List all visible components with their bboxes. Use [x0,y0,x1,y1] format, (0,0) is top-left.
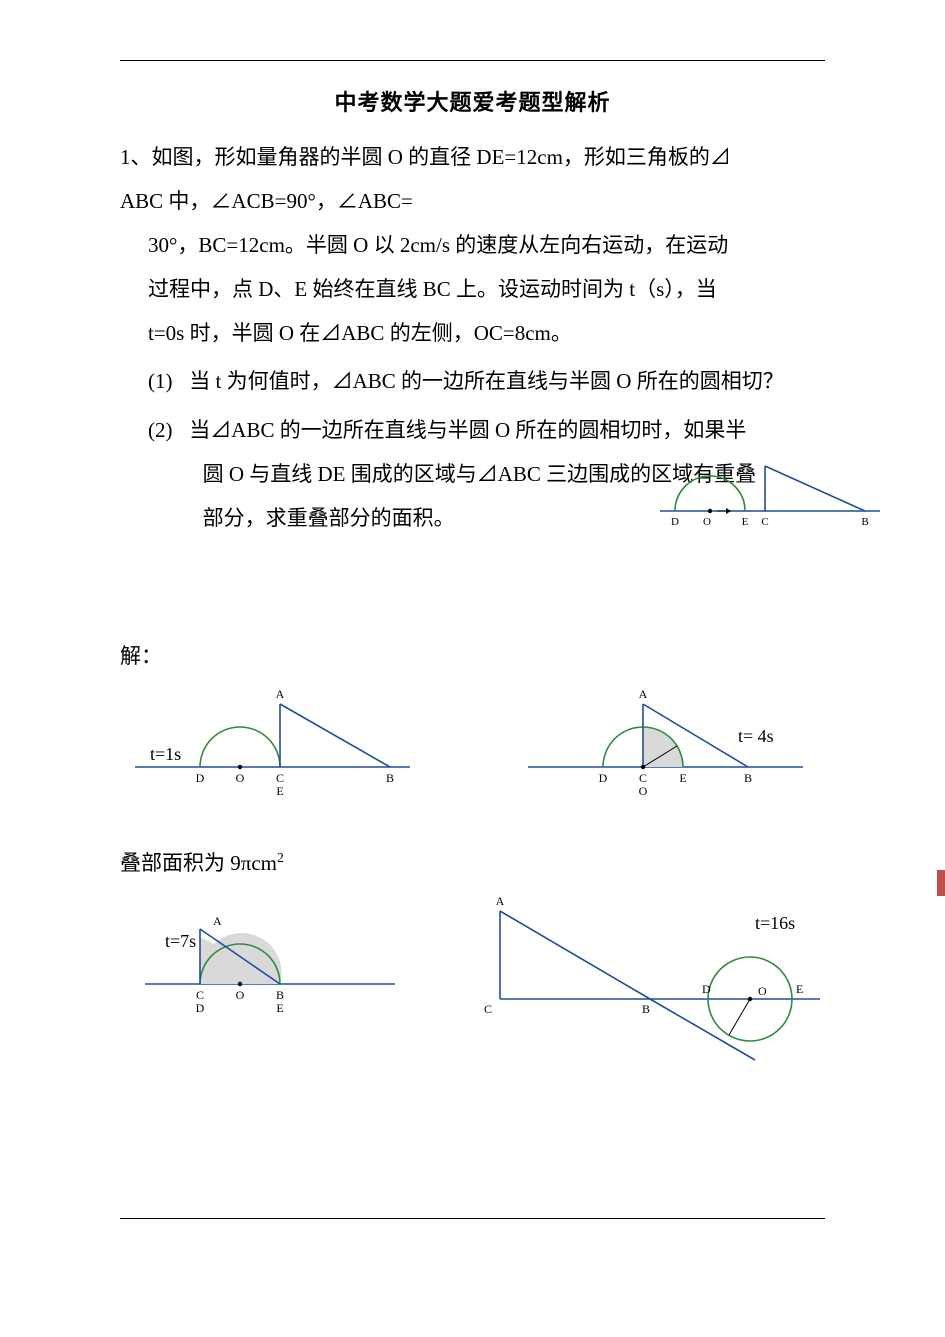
q2-label: (2) [148,418,173,442]
lbl-C: C [196,988,204,1002]
lbl-t4: t= 4s [738,726,774,746]
p-line1: 如图，形如量角器的半圆 O 的直径 DE=12cm，形如三角板的⊿ [152,145,731,169]
problem-text: 1、如图，形如量角器的半圆 O 的直径 DE=12cm，形如三角板的⊿ ABC … [120,135,825,223]
lbl-A: A [496,894,505,908]
lbl-O: O [236,988,245,1002]
figure-t16: t=16s A C B D O E [460,889,840,1064]
lbl-B: B [861,516,868,528]
lbl-O: O [758,984,767,998]
q2-line-a: 当⊿ABC 的一边所在直线与半圆 O 所在的圆相切时，如果半 [189,418,746,442]
bottom-rule [120,1218,825,1219]
lbl-E: E [276,1001,283,1015]
problem-cont: 30°，BC=12cm。半圆 O 以 2cm/s 的速度从左向右运动，在运动 过… [120,223,825,355]
lbl-C: C [761,516,768,528]
p-line3: 30°，BC=12cm。半圆 O 以 2cm/s 的速度从左向右运动，在运动 [148,233,728,257]
lbl-D: D [598,771,607,785]
lbl-t1: t=1s [150,744,181,764]
lbl-C: C [276,771,284,785]
lbl-C: C [484,1002,492,1016]
lbl-C: C [638,771,646,785]
page-title: 中考数学大题爱考题型解析 [120,85,825,117]
lbl-E: E [679,771,686,785]
lbl-B: B [743,771,751,785]
lbl-O: O [638,784,647,798]
p-line5: t=0s 时，半圆 O 在⊿ABC 的左侧，OC=8cm。 [148,321,572,345]
problem-number: 1、 [120,145,152,169]
red-margin-stub [937,870,945,896]
q1-text: 当 t 为何值时，⊿ABC 的一边所在直线与半圆 O 所在的圆相切？ [189,369,783,393]
lbl-E: E [796,982,803,996]
lbl-D: D [196,771,205,785]
lbl-D: D [671,516,679,528]
row-1: t=1s D O C E B A t= [120,682,825,807]
lbl-t7: t=7s [165,931,196,951]
top-rule [120,60,825,61]
solution-label: 解： [120,640,825,670]
lbl-D: D [196,1001,205,1015]
q2-block: (2) 当⊿ABC 的一边所在直线与半圆 O 所在的圆相切时，如果半 圆 O 与… [120,408,825,540]
page: 中考数学大题爱考题型解析 1、如图，形如量角器的半圆 O 的直径 DE=12cm… [0,0,945,1337]
q2-line-c: 部分，求重叠部分的面积。 [203,506,455,530]
lbl-E: E [276,784,283,798]
p-line4: 过程中，点 D、E 始终在直线 BC 上。设运动时间为 t（s），当 [148,277,717,301]
lbl-t16: t=16s [755,913,795,933]
figure-t4: t= 4s D C O E B A [513,682,826,807]
p-line2: ABC 中，∠ACB=90°，∠ABC= [120,189,413,213]
lbl-O: O [703,516,711,528]
figure-initial: D O E C B [655,451,885,546]
lbl-D: D [702,982,711,996]
lbl-O: O [236,771,245,785]
lbl-B: B [276,988,284,1002]
area-line: 叠部面积为 9πcm2 [120,847,825,877]
lbl-A: A [638,687,647,701]
lbl-A: A [276,687,285,701]
q1-block: (1) 当 t 为何值时，⊿ABC 的一边所在直线与半圆 O 所在的圆相切？ [120,359,825,403]
row-2: t=7s A C D O B E [120,889,825,1064]
lbl-A: A [213,914,222,928]
figure-t7: t=7s A C D O B E [120,889,420,1044]
q1-label: (1) [148,369,173,393]
lbl-B: B [642,1002,650,1016]
figure-t1: t=1s D O C E B A [120,682,433,807]
lbl-B: B [386,771,394,785]
lbl-E: E [742,516,749,528]
